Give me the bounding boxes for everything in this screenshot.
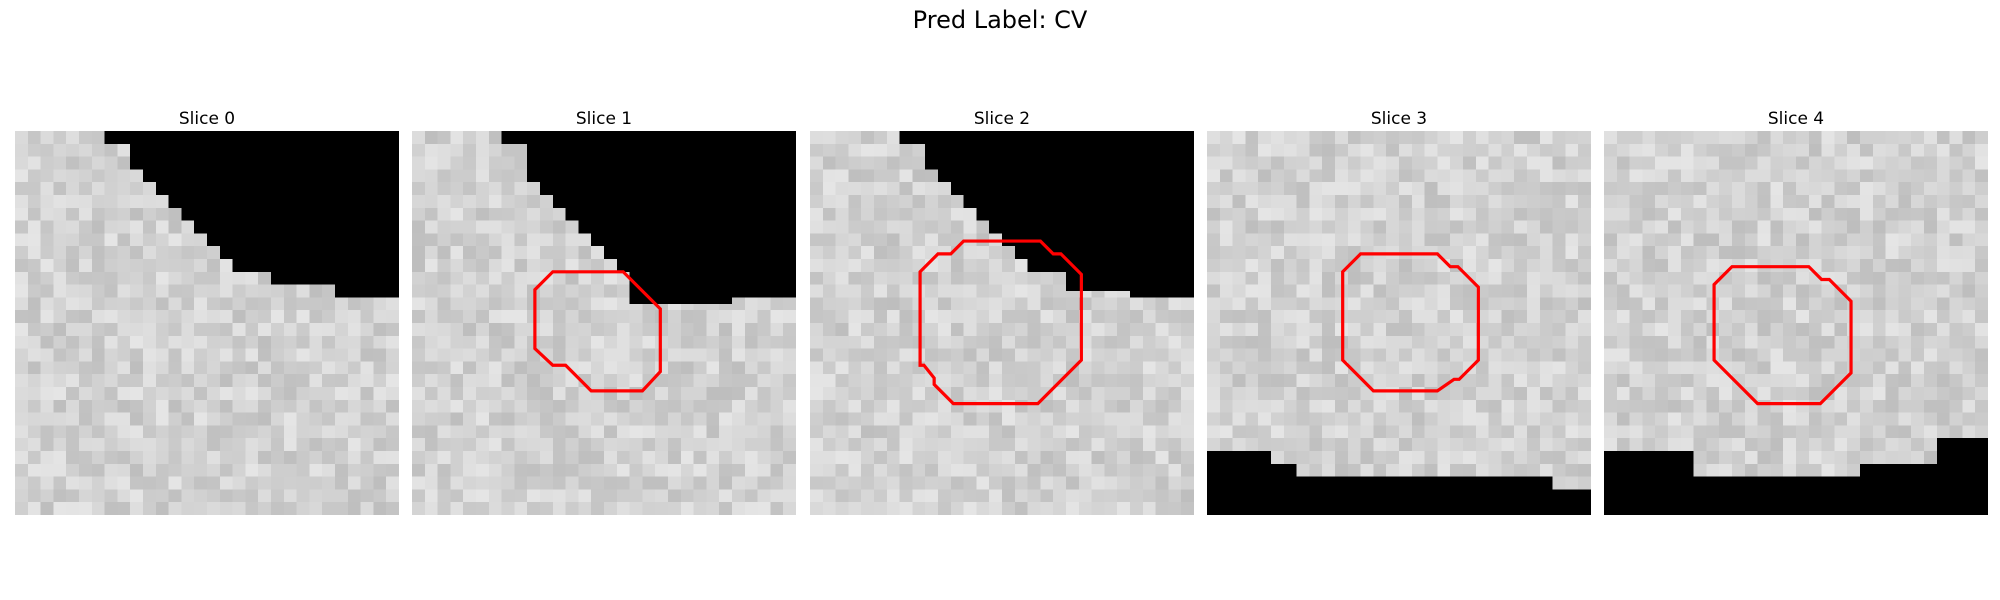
slice-image-2 (810, 131, 1194, 515)
roi-contour-3 (1341, 252, 1480, 393)
slice-title-0: Slice 0 (178, 109, 236, 129)
slice-panel-1: Slice 1 (412, 107, 796, 515)
slice-title-4: Slice 4 (1767, 109, 1825, 129)
slice-panel-4: Slice 4 (1604, 107, 1988, 515)
slice-title-3: Slice 3 (1370, 109, 1428, 129)
slice-panel-3: Slice 3 (1207, 107, 1591, 515)
figure-title: Pred Label: CV (912, 6, 1088, 34)
slice-image-3 (1207, 131, 1591, 515)
roi-contour-2 (918, 239, 1083, 406)
slice-image-1 (412, 131, 796, 515)
slice-panel-2: Slice 2 (810, 107, 1194, 515)
slice-image-4 (1604, 131, 1988, 515)
slice-image-0 (15, 131, 399, 515)
roi-contour-4 (1712, 265, 1853, 406)
slice-title-2: Slice 2 (973, 109, 1031, 129)
slice-title-1: Slice 1 (575, 109, 633, 129)
slice-panel-0: Slice 0 (15, 107, 399, 515)
roi-contour-1 (533, 270, 662, 393)
